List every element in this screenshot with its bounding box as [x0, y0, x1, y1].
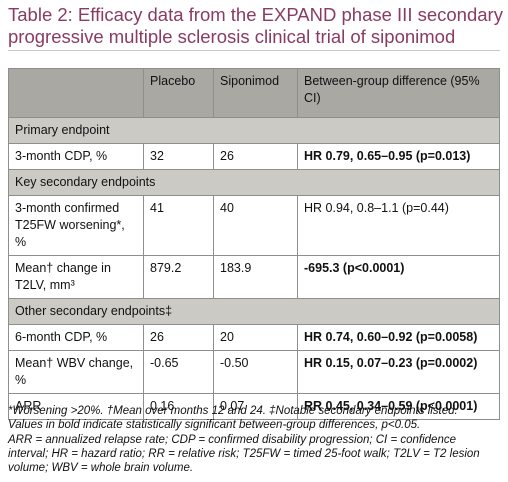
data-cell: -0.50	[213, 350, 298, 394]
data-cell: 26	[143, 324, 214, 351]
data-row: 3-month confirmed T25FW worsening*, % 41 4…	[8, 195, 500, 256]
table-body: Primary endpoint 3-month CDP, % 32 26 HR 0.7…	[8, 117, 500, 420]
data-cell: 41	[143, 195, 214, 256]
header-cell: Siponimod	[213, 68, 298, 118]
header-row: Placebo Siponimod Between-group differen…	[8, 68, 500, 118]
data-row: Mean† change in T2LV, mm³ 879.2 183.9 -695.…	[8, 255, 500, 299]
section-row: Key secondary endpoints	[8, 169, 500, 196]
data-cell: HR 0.79, 0.65–0.95 (p=0.013)	[297, 143, 500, 170]
data-cell: 20	[213, 324, 298, 351]
data-cell: -0.65	[143, 350, 214, 394]
data-cell: 0.07	[213, 393, 298, 420]
data-cell: 40	[213, 195, 298, 256]
row-label: 3-month CDP, %	[8, 143, 144, 170]
data-row: ARR 0.16 0.07 RR 0.45, 0.34–0.59 (p<0.0001)	[8, 393, 500, 420]
section-cell: Primary endpoint	[8, 117, 500, 144]
footnote-line: Values in bold indicate statistically si…	[8, 419, 421, 432]
data-cell: -695.3 (p<0.0001)	[297, 255, 500, 299]
section-cell: Key secondary endpoints	[8, 169, 500, 196]
row-label: 6-month CDP, %	[8, 324, 144, 351]
data-cell: 879.2	[143, 255, 214, 299]
data-cell: HR 0.74, 0.60–0.92 (p=0.0058)	[297, 324, 500, 351]
section-row: Primary endpoint	[8, 117, 500, 144]
title-line: Table 2: Efficacy data from the EXPAND p…	[8, 4, 503, 25]
footnote-line: *Worsening >20%. †Mean over months 12 an…	[8, 405, 458, 417]
footnote-line: ARR = annualized relapse rate; CDP = con…	[8, 433, 456, 446]
header-cell: Between-group difference (95% CI)	[297, 68, 500, 118]
title-rule	[8, 50, 500, 51]
row-label: ARR	[8, 393, 144, 420]
data-row: 3-month CDP, % 32 26 HR 0.79, 0.65–0.95 (p=…	[8, 143, 500, 170]
header-cell	[8, 68, 144, 118]
data-cell: 26	[213, 143, 298, 170]
title: Table 2: Efficacy data from the EXPAND p…	[8, 4, 504, 48]
data-cell: RR 0.45, 0.34–0.59 (p<0.0001)	[297, 393, 500, 420]
header-cell: Placebo	[143, 68, 214, 118]
footnote-line: volume; WBV = whole brain volume.	[8, 462, 194, 475]
data-cell: 183.9	[213, 255, 298, 299]
section-cell: Other secondary endpoints‡	[8, 298, 500, 325]
title-line: progressive multiple sclerosis clinical …	[8, 26, 456, 47]
row-label: Mean† WBV change, %	[8, 350, 144, 394]
data-cell: 32	[143, 143, 214, 170]
footnote: *Worsening >20%. †Mean over months 12 an…	[8, 404, 504, 475]
data-row: Mean† WBV change, % -0.65 -0.50 HR 0.15, 0.…	[8, 350, 500, 394]
data-row: 6-month CDP, % 26 20 HR 0.74, 0.60–0.92 (p=…	[8, 324, 500, 351]
data-cell: HR 0.94, 0.8–1.1 (p=0.44)	[297, 195, 500, 256]
footnote-line: interval; HR = hazard ratio; RR = relati…	[8, 447, 480, 460]
section-row: Other secondary endpoints‡	[8, 298, 500, 325]
data-cell: HR 0.15, 0.07–0.23 (p=0.0002)	[297, 350, 500, 394]
row-label: 3-month confirmed T25FW worsening*, %	[8, 195, 144, 256]
row-label: Mean† change in T2LV, mm³	[8, 255, 144, 299]
table-header: Placebo Siponimod Between-group differen…	[8, 68, 500, 118]
efficacy-table: Placebo Siponimod Between-group differen…	[8, 68, 500, 420]
